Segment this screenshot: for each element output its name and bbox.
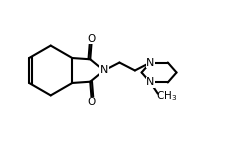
Text: N: N <box>146 77 154 87</box>
Text: N: N <box>146 58 154 68</box>
Text: O: O <box>87 97 95 107</box>
Text: CH$_3$: CH$_3$ <box>155 89 176 103</box>
Text: N: N <box>100 66 108 75</box>
Text: O: O <box>87 34 95 44</box>
